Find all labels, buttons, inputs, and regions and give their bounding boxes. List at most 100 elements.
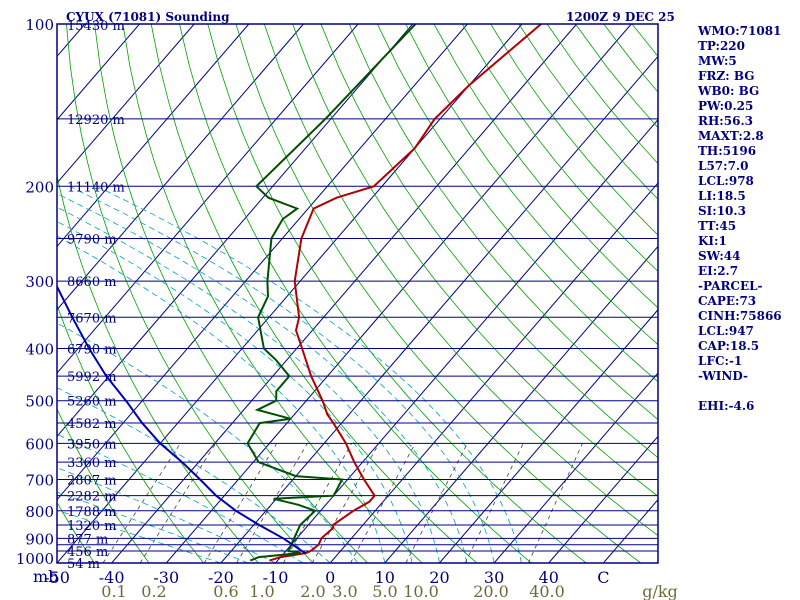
mixing-ratio-label: 0.6: [213, 582, 238, 600]
index-entry: LCL:947: [698, 324, 754, 338]
pressure-label: 400: [25, 341, 54, 359]
pressure-label: 200: [25, 178, 54, 196]
index-entry: FRZ: BG: [698, 69, 754, 83]
mixing-ratio-label: 5.0: [372, 582, 397, 600]
dry-adiabat-line: [546, 24, 658, 165]
isotherm-line: [493, 372, 658, 563]
mixing-ratio-line: [464, 443, 524, 563]
mixing-ratio-label: 0.2: [141, 582, 166, 600]
chart-traces: [57, 24, 542, 562]
pressure-unit: mb: [33, 567, 58, 586]
index-entry: WMO:71081: [697, 24, 781, 38]
height-label: 6790 m: [67, 343, 117, 358]
mixing-ratio-label: 2.0: [300, 582, 325, 600]
index-entry: RH:56.3: [698, 114, 753, 128]
index-entry: LI:18.5: [698, 189, 746, 203]
index-entry: -WIND-: [698, 369, 748, 383]
isotherm-line: [57, 24, 140, 121]
dewpoint-trace: [246, 24, 417, 562]
index-entry: -PARCEL-: [698, 279, 763, 293]
height-label: 3360 m: [67, 456, 117, 471]
pressure-label: 800: [25, 503, 54, 521]
temperature-tick: 30: [484, 568, 504, 587]
temperature-tick: -20: [208, 568, 234, 587]
height-label: 9790 m: [67, 232, 117, 247]
height-label: 456 m: [67, 545, 108, 560]
temperature-tick: -40: [99, 568, 125, 587]
temperature-trace: [269, 24, 542, 562]
mixing-ratio-line: [405, 443, 468, 563]
mixing-ratio-line: [350, 443, 416, 563]
mixing-ratio-label: g/kg: [642, 582, 678, 600]
temperature-tick: 20: [429, 568, 449, 587]
height-label: 5260 m: [67, 395, 117, 410]
index-entry: MAXT:2.8: [698, 129, 764, 143]
height-label: 877 m: [67, 532, 108, 547]
index-entry: EHI:-4.6: [698, 399, 754, 413]
height-label: 15430 m: [67, 19, 125, 34]
index-entry: CAP:18.5: [698, 339, 759, 353]
height-label: 2807 m: [67, 474, 117, 489]
temperature-tick: 10: [375, 568, 395, 587]
pressure-label: 300: [25, 273, 54, 291]
index-entry: KI:1: [698, 234, 727, 248]
chart-labels: CYUX (71081) Sounding 1200Z 9 DEC 25 100…: [16, 10, 678, 600]
index-entry: WB0: BG: [697, 84, 759, 98]
isotherm-line: [384, 245, 658, 563]
dry-adiabat-line: [122, 24, 423, 563]
index-entry: LFC:-1: [698, 354, 742, 368]
isotherm-line: [57, 24, 304, 311]
height-label: 2282 m: [67, 490, 117, 505]
mixing-ratio-label: 40.0: [529, 582, 565, 600]
station-title: CYUX (71081) Sounding: [66, 10, 230, 24]
mixing-ratio-label: 0.1: [101, 582, 126, 600]
isotherm-line: [439, 308, 658, 563]
mixing-ratio-line: [282, 443, 352, 563]
height-label: 1788 m: [67, 505, 117, 520]
index-entry: EI:2.7: [698, 264, 738, 278]
chart-grid: [57, 24, 658, 563]
isotherm-line: [57, 24, 195, 184]
index-entry: TT:45: [698, 219, 736, 233]
temperature-tick: 0: [325, 568, 335, 587]
dry-adiabat-line: [292, 24, 658, 497]
index-entry: TP:220: [698, 39, 745, 53]
isotherm-line: [57, 24, 250, 248]
pressure-label: 700: [25, 472, 54, 490]
pressure-label: 100: [25, 16, 54, 34]
isotherm-line: [57, 24, 359, 374]
isotherm-line: [329, 182, 658, 563]
dry-adiabat-line: [94, 24, 368, 563]
mixing-ratio-label: 20.0: [473, 582, 509, 600]
index-entry: TH:5196: [698, 144, 756, 158]
index-entry: PW:0.25: [698, 99, 753, 113]
valid-time: 1200Z 9 DEC 25: [566, 10, 675, 24]
plot-frame: [56, 23, 659, 564]
temperature-tick: -50: [44, 568, 70, 587]
pressure-label: 900: [25, 530, 54, 548]
mixing-ratio-label: 3.0: [332, 582, 357, 600]
height-label: 8660 m: [67, 275, 117, 290]
temperature-tick: -10: [263, 568, 289, 587]
temperature-tick: 40: [539, 568, 559, 587]
pressure-label: 500: [25, 393, 54, 411]
mixing-ratio-label: 1.0: [249, 582, 274, 600]
isotherm-line: [275, 118, 658, 563]
temperature-tick: C: [597, 568, 609, 587]
moist-adiabat-line: [57, 491, 249, 563]
height-label: 5992 m: [67, 370, 117, 385]
parcel-trace: [57, 284, 307, 555]
isotherm-line: [220, 55, 658, 563]
height-label: 7670 m: [67, 311, 117, 326]
isotherm-line: [548, 435, 658, 563]
moist-adiabat-line: [57, 387, 331, 563]
pressure-label: 600: [25, 435, 54, 453]
index-entry: LCL:978: [698, 174, 754, 188]
height-label: 4582 m: [67, 417, 117, 432]
temperature-tick: -30: [153, 568, 179, 587]
index-entry: L57:7.0: [698, 159, 748, 173]
dry-adiabat-line: [263, 24, 658, 537]
height-label: 11140 m: [67, 180, 125, 195]
isotherm-line: [165, 24, 632, 563]
